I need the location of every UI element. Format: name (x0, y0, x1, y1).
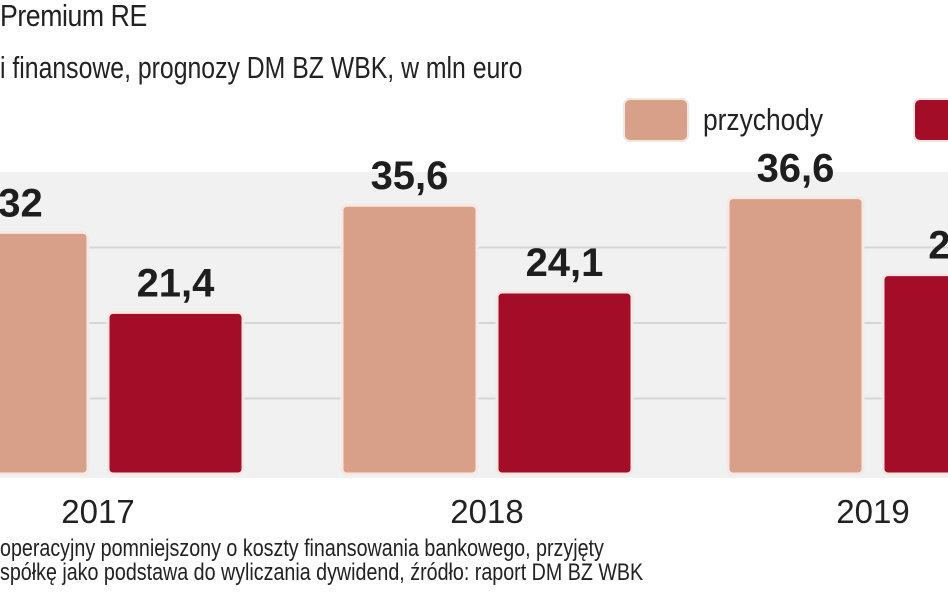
x-tick-label-2018: 2018 (450, 493, 523, 530)
footnote-line-1: operacyjny pomniejszony o koszty finanso… (0, 535, 604, 562)
legend-label-przychody: przychody (703, 102, 824, 137)
bar-2019-series2 (881, 273, 948, 476)
data-label-2018-przychody: 35,6 (371, 154, 449, 198)
chart-title: Premium RE (0, 0, 147, 33)
legend-item-second-series (915, 100, 948, 140)
bar-2019-przychody (726, 196, 865, 476)
bar-2018-przychody (340, 203, 479, 476)
data-label-2018-series2: 24,1 (526, 241, 604, 285)
legend-swatch-second-series (915, 100, 948, 140)
legend-swatch-przychody (625, 100, 687, 140)
bar-2018-series2 (495, 290, 634, 476)
data-label-2017-przychody: 32 (0, 181, 43, 225)
bar-2017-przychody (0, 230, 90, 476)
data-label-2019-series2: 26 (928, 224, 948, 268)
chart-subtitle: i finansowe, prognozy DM BZ WBK, w mln e… (0, 50, 523, 85)
x-tick-label-2017: 2017 (61, 493, 134, 530)
bar-2017-series2 (106, 310, 245, 476)
data-label-2019-przychody: 36,6 (757, 147, 835, 191)
footnote-line-2: spółkę jako podstawa do wyliczania dywid… (0, 559, 644, 586)
data-label-2017-series2: 21,4 (137, 261, 216, 305)
legend-item-przychody: przychody (625, 100, 844, 140)
x-tick-label-2019: 2019 (836, 493, 909, 530)
